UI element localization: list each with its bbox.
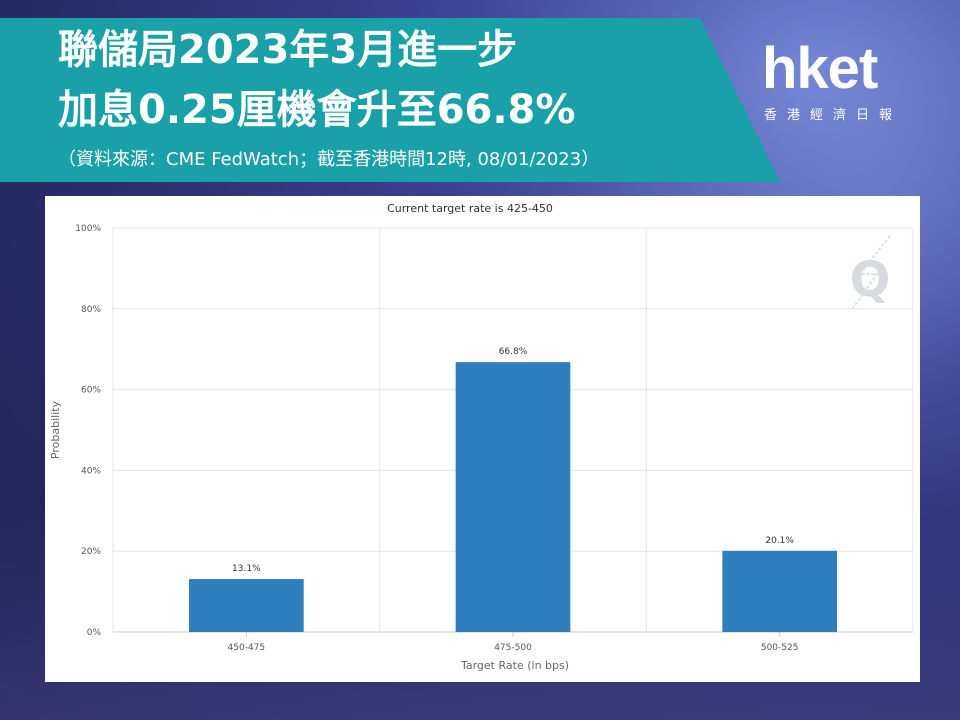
y-axis-label: Probability xyxy=(49,400,62,459)
chart-panel: Current target rate is 425-450 0% 20% 40% 6… xyxy=(45,196,920,682)
y-tick-label: 100% xyxy=(75,224,101,234)
bar xyxy=(189,579,304,632)
bar-data-label: 20.1% xyxy=(765,536,794,546)
chart-bars: 13.1% 66.8% 20.1% xyxy=(189,347,837,632)
x-axis-ticks: 450-475 475-500 500-525 xyxy=(228,632,799,653)
x-tick-label: 450-475 xyxy=(228,643,266,653)
headline-line-2: 加息0.25厘機會升至66.8% xyxy=(58,87,576,133)
bar-data-label: 66.8% xyxy=(499,347,528,357)
x-tick-label: 500-525 xyxy=(761,643,799,653)
x-tick-label: 475-500 xyxy=(494,643,532,653)
hket-logo: hket 香港經濟日報 xyxy=(762,38,922,128)
y-tick-label: 60% xyxy=(81,386,101,396)
y-tick-label: 80% xyxy=(81,305,101,315)
bar-data-label: 13.1% xyxy=(232,564,261,574)
y-axis-ticks: 0% 20% 40% 60% 80% 100% xyxy=(75,224,101,638)
bar xyxy=(455,362,571,632)
x-axis-label: Target Rate (in bps) xyxy=(460,659,569,672)
y-tick-label: 40% xyxy=(81,466,101,476)
bar xyxy=(722,550,837,632)
bar-chart: Current target rate is 425-450 0% 20% 40% 6… xyxy=(49,202,914,672)
watermark-logo: Q xyxy=(850,235,891,309)
watermark-bolt-icon xyxy=(852,235,891,309)
title-banner xyxy=(0,18,780,182)
logo-wordmark: hket xyxy=(762,36,878,101)
y-tick-label: 20% xyxy=(81,547,101,557)
logo-subtitle: 香港經濟日報 xyxy=(764,108,903,123)
source-note: （資料來源：CME FedWatch；截至香港時間12時, 08/01/2023… xyxy=(58,149,600,170)
headline-line-1: 聯儲局2023年3月進一步 xyxy=(58,27,518,73)
chart-title: Current target rate is 425-450 xyxy=(387,202,553,215)
y-tick-label: 0% xyxy=(87,628,102,638)
